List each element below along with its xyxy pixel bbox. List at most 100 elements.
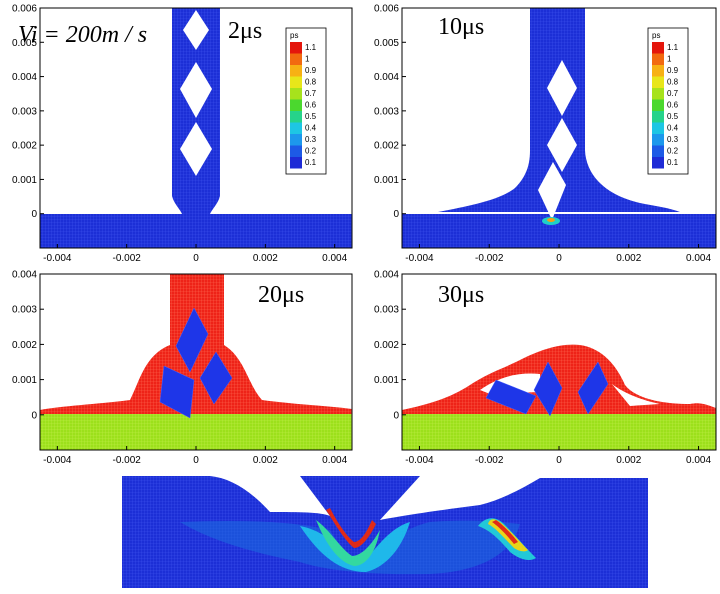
- legend-label: 0.8: [305, 78, 317, 87]
- x-tick-label: 0.002: [616, 455, 641, 466]
- axis-ticks: -0.004 -0.002 0 0.002 0.004 0 0.001 0.002 0.003 0…: [12, 4, 348, 265]
- legend-label: 0.1: [305, 158, 317, 167]
- time-label: 2μs: [228, 18, 262, 44]
- x-tick-label: 0.002: [253, 455, 278, 466]
- legend-swatch: [290, 111, 302, 123]
- target-slab: [40, 214, 352, 248]
- time-label: 10μs: [438, 14, 484, 40]
- legend-label: 0.4: [667, 124, 679, 133]
- y-tick-label: 0.003: [374, 106, 399, 117]
- x-tick-label: -0.002: [112, 455, 141, 466]
- diamond-inclusion: [159, 365, 195, 419]
- y-tick-label: 0.003: [12, 106, 37, 117]
- x-tick-label: 0: [193, 253, 199, 264]
- legend-label: 0.8: [667, 78, 679, 87]
- particles-zoom: [122, 476, 648, 588]
- y-tick-label: 0.004: [374, 270, 399, 281]
- time-label: 30μs: [438, 282, 484, 308]
- legend-swatch: [652, 53, 664, 65]
- legend-label: 0.2: [305, 147, 317, 156]
- legend-label: 1: [305, 55, 310, 64]
- axis-ticks: -0.004 -0.002 0 0.002 0.004 0 0.001 0.002 0.003 0…: [374, 4, 712, 265]
- legend-label: 1.1: [305, 43, 317, 52]
- legend-swatch: [290, 99, 302, 111]
- particle-field: [310, 476, 362, 540]
- x-tick-label: -0.004: [405, 253, 434, 264]
- y-tick-label: 0.001: [374, 375, 399, 386]
- y-tick-label: 0: [31, 410, 37, 421]
- time-label: 20μs: [258, 282, 304, 308]
- x-tick-label: 0.004: [322, 253, 347, 264]
- x-tick-label: 0.004: [322, 455, 347, 466]
- y-tick-label: 0.004: [12, 72, 37, 83]
- y-tick-label: 0.006: [374, 4, 399, 15]
- particles-30us: [402, 344, 716, 450]
- legend-swatch: [290, 134, 302, 146]
- particle-field: [122, 476, 648, 588]
- particles-20us: [40, 274, 352, 450]
- panel-10us: -0.004 -0.002 0 0.002 0.004 0 0.001 0.002 0.003 0…: [374, 4, 717, 265]
- axis-ticks: -0.004 -0.002 0 0.002 0.004 0 0.001 0.002 0.003 0…: [374, 270, 712, 467]
- x-tick-label: -0.002: [475, 455, 504, 466]
- legend-swatch: [652, 88, 664, 100]
- target-slab: [402, 412, 716, 450]
- x-tick-label: 0.004: [686, 253, 711, 264]
- y-tick-label: 0.004: [12, 270, 37, 281]
- target-slab: [40, 412, 352, 450]
- panel-2us: -0.004 -0.002 0 0.002 0.004 0 0.001 0.002 0.003 0…: [12, 4, 353, 265]
- legend-label: 0.9: [305, 66, 317, 75]
- y-tick-label: 0.002: [12, 141, 37, 152]
- legend-swatch: [290, 53, 302, 65]
- y-tick-label: 0.006: [12, 4, 37, 15]
- y-tick-label: 0.005: [374, 38, 399, 49]
- legend: ps 1.1 1 0.9 0.8 0.7 0.6 0.5 0.4 0.3 0.2 0.1: [285, 27, 327, 175]
- target-slab: [402, 214, 716, 248]
- legend-label: 0.7: [667, 89, 679, 98]
- diamond-inclusion: [547, 118, 577, 172]
- legend-title: ps: [652, 31, 660, 40]
- void-region: [612, 384, 660, 406]
- diamond-inclusion: [547, 60, 577, 116]
- y-tick-label: 0.001: [374, 175, 399, 186]
- x-tick-label: -0.002: [112, 253, 141, 264]
- diamond-inclusion: [199, 351, 233, 405]
- diamond-inclusion: [533, 361, 563, 417]
- x-tick-label: 0: [556, 455, 562, 466]
- legend-swatch: [652, 122, 664, 134]
- x-tick-label: -0.004: [43, 253, 72, 264]
- legend-label: 0.1: [667, 158, 679, 167]
- y-tick-label: 0.001: [12, 375, 37, 386]
- x-tick-label: -0.004: [405, 455, 434, 466]
- y-tick-label: 0.001: [12, 175, 37, 186]
- legend-label: 1.1: [667, 43, 679, 52]
- stress-zone: [300, 522, 410, 572]
- panel-zoom: [122, 476, 648, 588]
- legend-title: ps: [290, 31, 298, 40]
- legend-label: 0.4: [305, 124, 317, 133]
- y-tick-label: 0.003: [374, 305, 399, 316]
- legend-swatch: [652, 145, 664, 157]
- legend-swatch: [652, 65, 664, 77]
- y-tick-label: 0.002: [374, 141, 399, 152]
- diamond-inclusion: [180, 62, 212, 118]
- x-tick-label: 0: [193, 455, 199, 466]
- legend-swatch: [290, 122, 302, 134]
- legend-label: 0.6: [305, 101, 317, 110]
- legend-label: 0.3: [667, 135, 679, 144]
- particles-10us: [402, 8, 716, 248]
- axis-ticks: -0.004 -0.002 0 0.002 0.004 0 0.001 0.002 0.003 0…: [12, 270, 348, 467]
- stress-zone: [316, 520, 380, 566]
- y-tick-label: 0: [31, 209, 37, 220]
- legend-label: 1: [667, 55, 672, 64]
- legend-swatch: [290, 157, 302, 169]
- panel-30us: -0.004 -0.002 0 0.002 0.004 0 0.001 0.002 0.003 0…: [374, 270, 717, 467]
- panel-20us: -0.004 -0.002 0 0.002 0.004 0 0.001 0.002 0.003 0…: [12, 270, 353, 467]
- y-tick-label: 0.005: [12, 38, 37, 49]
- diamond-inclusion: [577, 361, 609, 415]
- diamond-inclusion: [183, 10, 209, 50]
- legend: ps 1.1 1 0.9 0.8 0.7 0.6 0.5 0.4 0.3 0.2 0.1: [647, 27, 689, 175]
- legend-swatch: [652, 42, 664, 54]
- x-tick-label: 0.004: [686, 455, 711, 466]
- impact-zone: [547, 218, 555, 222]
